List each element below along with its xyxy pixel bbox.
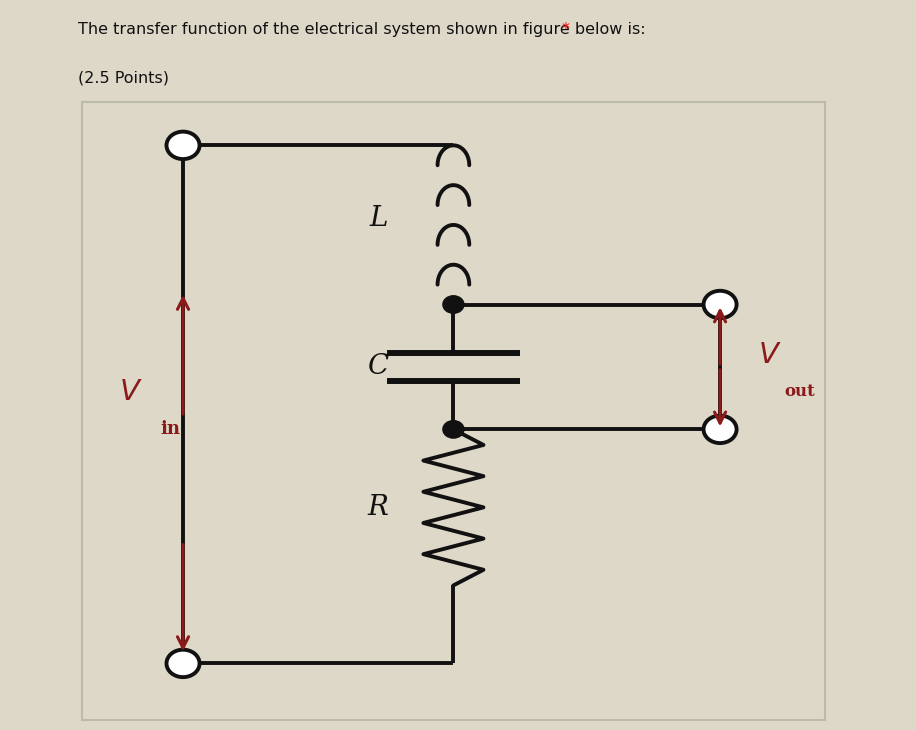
Text: in: in <box>160 420 180 438</box>
Text: C: C <box>367 353 389 380</box>
Text: *: * <box>562 22 570 36</box>
Circle shape <box>443 420 463 438</box>
Text: The transfer function of the electrical system shown in figure below is:: The transfer function of the electrical … <box>78 22 650 36</box>
Circle shape <box>167 650 200 677</box>
Circle shape <box>703 415 736 443</box>
Text: (2.5 Points): (2.5 Points) <box>78 71 169 86</box>
Circle shape <box>443 296 463 313</box>
Text: R: R <box>368 494 388 521</box>
Text: L: L <box>369 205 387 232</box>
Text: out: out <box>784 383 814 400</box>
Text: $V$: $V$ <box>119 377 142 407</box>
Circle shape <box>167 131 200 159</box>
Text: $V$: $V$ <box>758 340 781 369</box>
Circle shape <box>703 291 736 318</box>
